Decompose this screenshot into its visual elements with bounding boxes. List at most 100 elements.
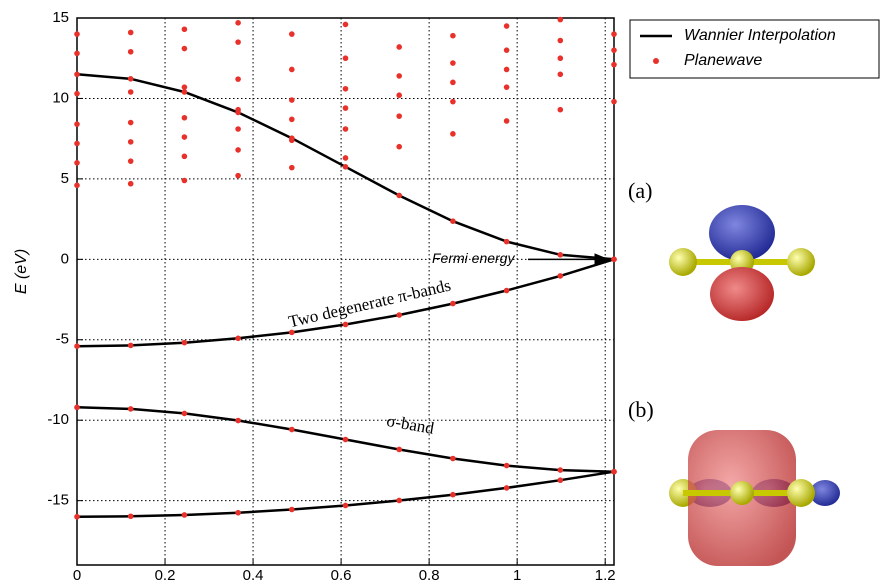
- planewave-point: [503, 66, 510, 73]
- planewave-point: [557, 71, 564, 78]
- panel-label: (a): [628, 178, 652, 203]
- planewave-point: [289, 137, 295, 144]
- planewave-point: [503, 485, 510, 491]
- planewave-point: [611, 47, 617, 53]
- y-tick-label: -5: [56, 331, 69, 348]
- planewave-point: [503, 287, 510, 294]
- planewave-point: [74, 182, 80, 189]
- planewave-point: [181, 512, 188, 518]
- planewave-point: [557, 16, 564, 23]
- planewave-point: [181, 26, 188, 33]
- planewave-point: [450, 455, 456, 462]
- planewave-point: [342, 436, 349, 443]
- planewave-point: [342, 126, 349, 132]
- planewave-point: [127, 48, 134, 55]
- planewave-point: [181, 89, 188, 95]
- x-tick-label: 0.2: [155, 567, 176, 584]
- planewave-point: [396, 143, 403, 150]
- planewave-point: [127, 29, 134, 36]
- planewave-point: [450, 131, 456, 137]
- planewave-point: [235, 76, 241, 82]
- planewave-point: [127, 342, 134, 349]
- legend-swatch: [653, 58, 659, 64]
- planewave-point: [611, 468, 617, 475]
- planewave-point: [342, 155, 349, 161]
- planewave-point: [396, 44, 403, 50]
- planewave-point: [235, 417, 241, 424]
- planewave-point: [450, 218, 456, 224]
- planewave-point: [396, 92, 403, 99]
- planewave-point: [557, 467, 564, 473]
- planewave-point: [74, 50, 80, 57]
- planewave-point: [289, 97, 295, 103]
- planewave-point: [342, 55, 349, 62]
- planewave-point: [235, 335, 241, 342]
- y-tick-label: 15: [52, 9, 69, 26]
- planewave-point: [503, 23, 510, 29]
- planewave-point: [342, 164, 349, 170]
- planewave-point: [127, 513, 134, 520]
- planewave-point: [503, 462, 510, 469]
- planewave-point: [74, 343, 80, 350]
- planewave-point: [74, 513, 80, 520]
- planewave-point: [289, 31, 295, 37]
- planewave-point: [74, 404, 80, 411]
- planewave-point: [235, 147, 241, 153]
- legend-label: Planewave: [684, 52, 762, 69]
- planewave-point: [235, 39, 241, 45]
- planewave-point: [181, 84, 188, 90]
- plot-frame: [76, 17, 615, 566]
- planewave-point: [74, 140, 80, 147]
- planewave-point: [289, 164, 295, 171]
- y-tick-label: -15: [47, 492, 69, 509]
- planewave-point: [181, 177, 188, 184]
- x-tick-label: 0: [73, 567, 81, 584]
- planewave-point: [181, 410, 188, 417]
- y-tick-label: 5: [61, 170, 69, 187]
- molecule-b: [669, 430, 840, 566]
- planewave-point: [235, 126, 241, 132]
- y-tick-label: 10: [52, 89, 69, 106]
- wannier-line: [76, 73, 615, 518]
- planewave-point: [557, 252, 564, 258]
- planewave-point: [396, 312, 403, 318]
- planewave-point: [557, 106, 564, 113]
- planewave-point: [450, 98, 456, 105]
- legend: Wannier Interpolation Planewave: [629, 19, 880, 79]
- planewave-point: [289, 506, 295, 513]
- x-tick-label: 0.6: [331, 567, 352, 584]
- planewave-point: [127, 406, 134, 412]
- planewave-point: [181, 339, 188, 346]
- planewave-point: [611, 31, 617, 37]
- planewave-point: [450, 300, 456, 307]
- planewave-point: [289, 66, 295, 73]
- annotation: σ-band: [385, 411, 436, 438]
- planewave-point: [74, 159, 80, 166]
- planewave-point: [181, 45, 188, 52]
- planewave-point: [74, 71, 80, 78]
- planewave-point: [557, 477, 564, 484]
- y-tick-label: 0: [61, 250, 69, 267]
- panel-label: (b): [628, 397, 654, 422]
- planewave-point: [127, 89, 134, 95]
- planewave-point: [74, 90, 80, 97]
- planewave-point: [181, 153, 188, 160]
- molecule-a: [669, 205, 815, 321]
- planewave-point: [181, 114, 188, 121]
- planewave-point: [557, 37, 564, 44]
- planewave-point: [74, 31, 80, 37]
- planewave-point: [503, 238, 510, 245]
- planewave-point: [74, 121, 80, 127]
- planewave-point: [127, 180, 134, 187]
- planewave-point: [235, 106, 241, 113]
- planewave-point: [450, 491, 456, 498]
- planewave-point: [342, 502, 349, 509]
- legend-label: Wannier Interpolation: [684, 27, 836, 44]
- planewave-point: [235, 172, 241, 179]
- planewave-point: [611, 61, 617, 68]
- x-tick-label: 1.2: [595, 567, 616, 584]
- x-tick-label: 0.8: [419, 567, 440, 584]
- planewave-point: [289, 116, 295, 123]
- x-tick-label: 1: [513, 567, 521, 584]
